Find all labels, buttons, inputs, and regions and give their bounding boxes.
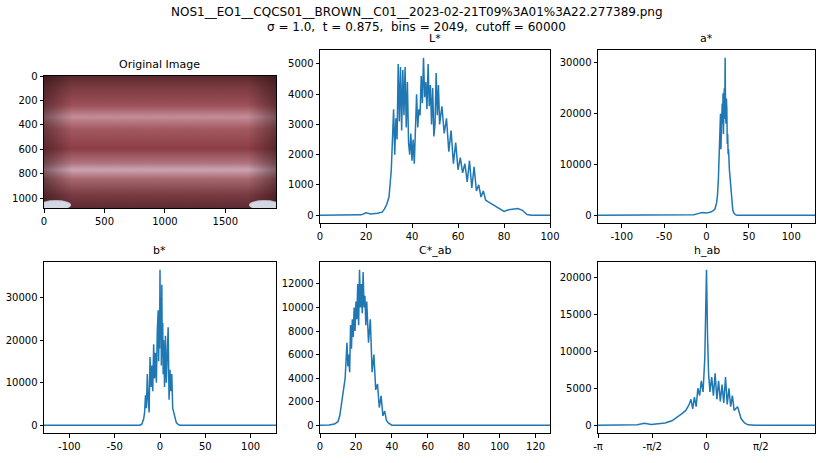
svg-text:0: 0 — [703, 231, 709, 242]
svg-text:40: 40 — [386, 441, 399, 452]
svg-text:0: 0 — [31, 420, 37, 431]
svg-text:0: 0 — [31, 71, 37, 82]
svg-text:100: 100 — [540, 231, 559, 242]
svg-text:-π/2: -π/2 — [643, 441, 662, 452]
svg-text:2000: 2000 — [288, 396, 313, 407]
svg-text:80: 80 — [457, 441, 470, 452]
svg-text:-50: -50 — [656, 231, 672, 242]
svg-text:30000: 30000 — [6, 292, 38, 303]
svg-text:0: 0 — [307, 420, 313, 431]
svg-text:π/2: π/2 — [753, 441, 769, 452]
svg-text:10000: 10000 — [560, 159, 592, 170]
svg-text:h_ab: h_ab — [694, 244, 720, 257]
svg-text:500: 500 — [95, 216, 114, 227]
svg-text:15000: 15000 — [560, 309, 592, 320]
svg-text:10000: 10000 — [560, 346, 592, 357]
svg-text:20000: 20000 — [560, 272, 592, 283]
svg-text:100: 100 — [782, 231, 801, 242]
svg-text:5000: 5000 — [566, 383, 591, 394]
svg-text:4000: 4000 — [288, 373, 313, 384]
svg-text:C*_ab: C*_ab — [419, 244, 451, 257]
svg-text:20000: 20000 — [560, 108, 592, 119]
svg-text:2000: 2000 — [288, 149, 313, 160]
svg-text:10000: 10000 — [282, 302, 314, 313]
svg-text:a*: a* — [700, 32, 713, 45]
svg-text:1500: 1500 — [213, 216, 238, 227]
svg-text:L*: L* — [429, 32, 441, 45]
svg-text:6000: 6000 — [288, 349, 313, 360]
svg-text:20: 20 — [360, 231, 373, 242]
svg-text:120: 120 — [526, 441, 545, 452]
svg-text:-100: -100 — [610, 231, 633, 242]
svg-text:600: 600 — [18, 144, 37, 155]
svg-text:800: 800 — [18, 168, 37, 179]
svg-text:200: 200 — [18, 95, 37, 106]
svg-text:-π: -π — [593, 441, 603, 452]
svg-text:50: 50 — [743, 231, 756, 242]
svg-text:4000: 4000 — [288, 89, 313, 100]
svg-text:5000: 5000 — [288, 58, 313, 69]
svg-text:Original Image: Original Image — [119, 58, 200, 71]
svg-text:0: 0 — [307, 210, 313, 221]
svg-text:50: 50 — [199, 441, 212, 452]
svg-text:0: 0 — [585, 210, 591, 221]
svg-text:20000: 20000 — [6, 335, 38, 346]
svg-text:0: 0 — [41, 216, 47, 227]
svg-text:0: 0 — [157, 441, 163, 452]
svg-text:0: 0 — [317, 441, 323, 452]
svg-text:0: 0 — [317, 231, 323, 242]
svg-text:40: 40 — [406, 231, 419, 242]
svg-text:12000: 12000 — [282, 278, 314, 289]
svg-text:20: 20 — [350, 441, 363, 452]
svg-text:80: 80 — [498, 231, 511, 242]
svg-text:0: 0 — [585, 420, 591, 431]
svg-text:3000: 3000 — [288, 119, 313, 130]
svg-text:NOS1__EO1__CQCS01__BROWN__C01_: NOS1__EO1__CQCS01__BROWN__C01__2023-02-2… — [171, 5, 663, 19]
svg-text:1000: 1000 — [288, 179, 313, 190]
svg-text:-100: -100 — [58, 441, 81, 452]
svg-text:1000: 1000 — [12, 193, 37, 204]
svg-text:30000: 30000 — [560, 57, 592, 68]
svg-text:-50: -50 — [107, 441, 123, 452]
svg-text:b*: b* — [153, 244, 166, 257]
svg-text:σ = 1.0, t = 0.875, bins = 2: σ = 1.0, t = 0.875, bins = 2049, cutoff … — [267, 20, 566, 34]
svg-text:100: 100 — [241, 441, 260, 452]
svg-text:0: 0 — [703, 441, 709, 452]
svg-text:400: 400 — [18, 119, 37, 130]
svg-text:1000: 1000 — [152, 216, 177, 227]
svg-text:10000: 10000 — [6, 377, 38, 388]
svg-text:60: 60 — [421, 441, 434, 452]
svg-text:8000: 8000 — [288, 326, 313, 337]
svg-text:60: 60 — [452, 231, 465, 242]
svg-text:100: 100 — [490, 441, 509, 452]
